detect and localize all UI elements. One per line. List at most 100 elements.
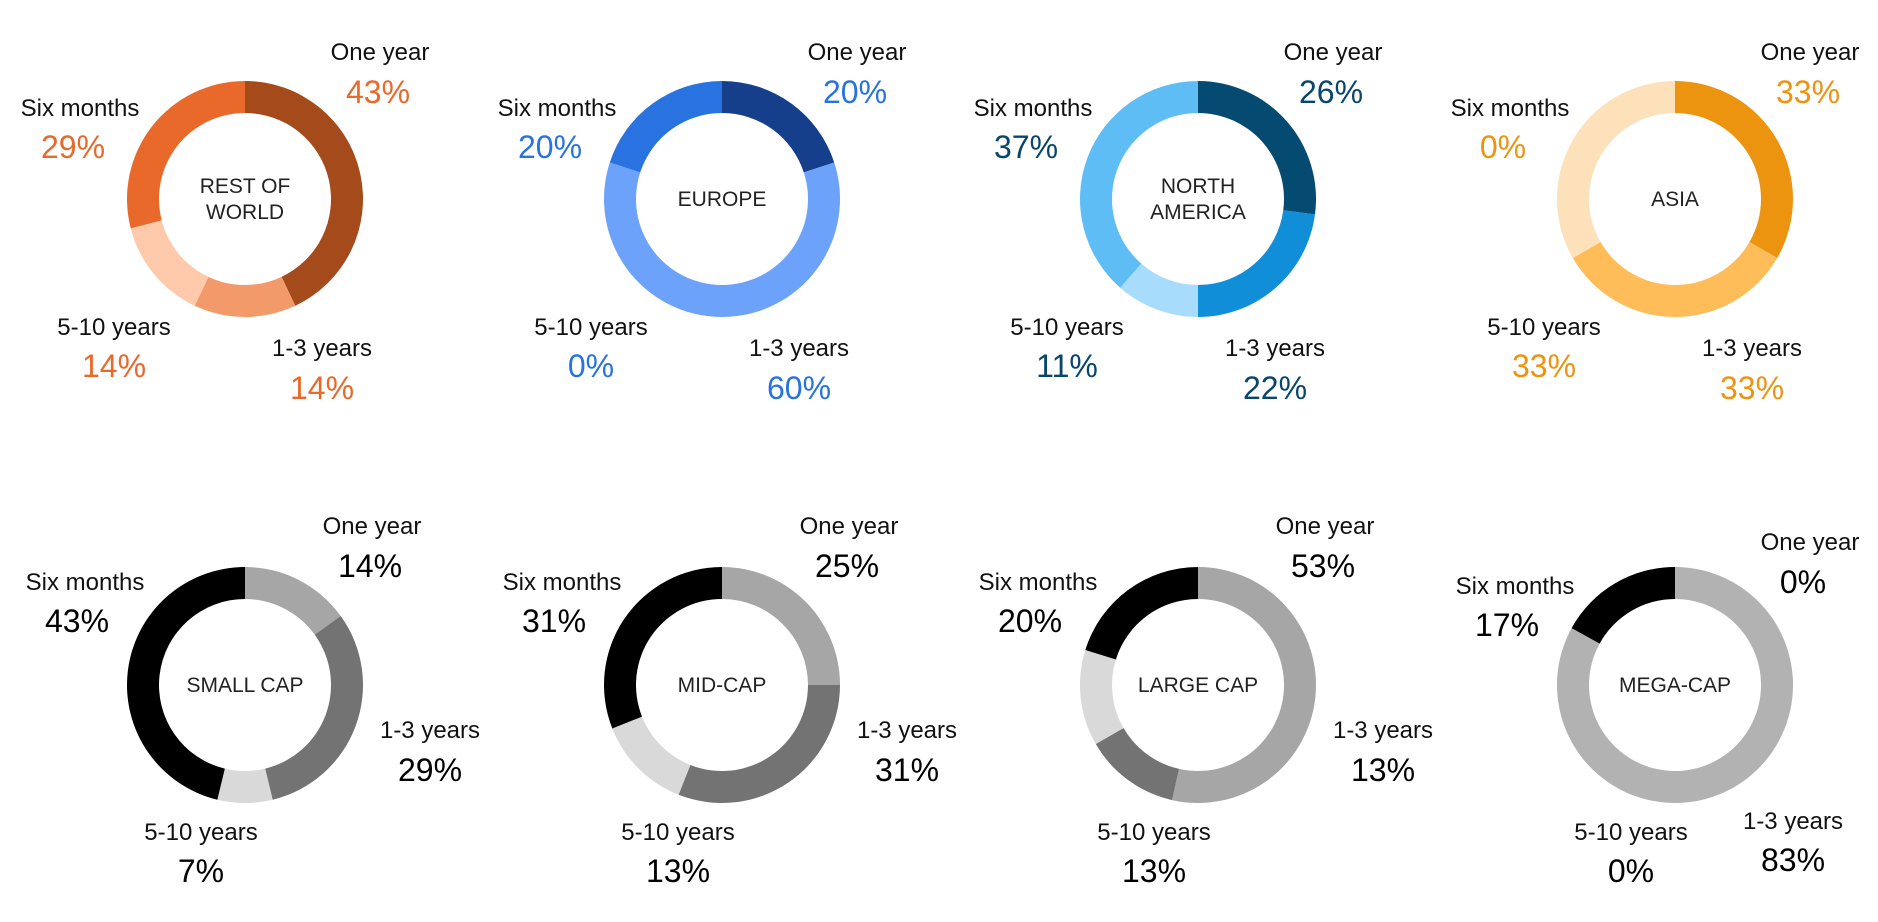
- slice-six-months: [609, 81, 722, 173]
- slice-label-1-3-years: 1-3 years: [1743, 808, 1843, 835]
- donut-chart-large-cap: LARGE CAP One year 53% 1-3 years 13% 5-10 yea…: [979, 513, 1433, 889]
- slice-value-1-3-years: 22%: [1243, 370, 1307, 406]
- slice-value-1-3-years: 31%: [875, 752, 939, 788]
- slice-one-year: [1172, 567, 1316, 803]
- slice-six-months: [126, 567, 245, 800]
- slice-six-months: [603, 567, 722, 729]
- slice-value-5-10-years: 11%: [1036, 348, 1098, 384]
- slice-1-3-years: [604, 162, 841, 318]
- slice-label-six-months: Six months: [21, 95, 140, 122]
- slice-value-six-months: 17%: [1475, 607, 1539, 643]
- slice-value-5-10-years: 13%: [1122, 853, 1186, 889]
- slice-value-six-months: 20%: [518, 129, 582, 165]
- slice-1-3-years: [1572, 242, 1778, 317]
- donut-center-label: EUROPE: [678, 188, 767, 211]
- donut-center-label: ASIA: [1651, 188, 1699, 211]
- slice-label-six-months: Six months: [26, 569, 145, 596]
- slice-six-months: [1571, 567, 1675, 644]
- donut-chart-asia: ASIA One year 33% 1-3 years 33% 5-10 years 33%…: [1451, 39, 1860, 406]
- slice-six-months: [1080, 81, 1199, 288]
- slice-1-3-years: [265, 615, 363, 800]
- donut-chart-north-america: NORTH AMERICA One year 26% 1-3 years 22% 5-10 …: [974, 39, 1383, 406]
- slice-label-1-3-years: 1-3 years: [1702, 335, 1802, 362]
- slice-5-10-years: [1120, 263, 1198, 317]
- slice-value-six-months: 29%: [41, 129, 105, 165]
- slice-value-six-months: 31%: [522, 603, 586, 639]
- slice-label-six-months: Six months: [979, 569, 1098, 596]
- slice-value-5-10-years: 0%: [1608, 853, 1654, 889]
- slice-six-months: [126, 81, 245, 229]
- donut-chart-europe: EUROPE One year 20% 1-3 years 60% 5-10 years 0…: [498, 39, 907, 406]
- slice-label-1-3-years: 1-3 years: [1333, 717, 1433, 744]
- donut-center-label: MEGA-CAP: [1619, 674, 1731, 697]
- slice-six-months: [1085, 567, 1198, 660]
- slice-label-5-10-years: 5-10 years: [1010, 314, 1123, 341]
- slice-value-1-3-years: 60%: [767, 370, 831, 406]
- slice-value-one-year: 43%: [346, 74, 410, 110]
- slice-label-six-months: Six months: [503, 569, 622, 596]
- slice-label-one-year: One year: [1761, 529, 1860, 556]
- donut-center-label: SMALL CAP: [186, 674, 303, 697]
- slice-label-5-10-years: 5-10 years: [534, 314, 647, 341]
- slice-label-six-months: Six months: [974, 95, 1093, 122]
- donut-chart-small-cap: SMALL CAP One year 14% 1-3 years 29% 5-10 yea…: [26, 513, 480, 889]
- slice-one-year: [722, 567, 840, 685]
- slice-1-3-years: [1095, 728, 1180, 801]
- slice-5-10-years: [130, 220, 209, 306]
- slice-value-one-year: 33%: [1776, 74, 1840, 110]
- slice-value-one-year: 14%: [338, 548, 402, 584]
- slice-label-one-year: One year: [1284, 39, 1383, 66]
- slice-value-1-3-years: 33%: [1720, 370, 1784, 406]
- donut-chart-rest-of-world: REST OF WORLD One year 43% 1-3 years 14% 5-10 …: [21, 39, 430, 406]
- donut-center-label: NORTH: [1161, 175, 1235, 198]
- slice-label-5-10-years: 5-10 years: [57, 314, 170, 341]
- slice-value-1-3-years: 14%: [290, 370, 354, 406]
- slice-5-10-years: [217, 768, 273, 803]
- slice-label-six-months: Six months: [498, 95, 617, 122]
- slice-label-one-year: One year: [331, 39, 430, 66]
- slice-label-1-3-years: 1-3 years: [380, 717, 480, 744]
- slice-value-six-months: 20%: [998, 603, 1062, 639]
- slice-value-1-3-years: 29%: [398, 752, 462, 788]
- slice-value-5-10-years: 7%: [178, 853, 224, 889]
- slice-label-5-10-years: 5-10 years: [621, 819, 734, 846]
- slice-label-1-3-years: 1-3 years: [857, 717, 957, 744]
- slice-label-one-year: One year: [1761, 39, 1860, 66]
- slice-value-six-months: 0%: [1480, 129, 1526, 165]
- slice-one-year: [245, 567, 341, 635]
- slice-value-one-year: 53%: [1291, 548, 1355, 584]
- slice-label-1-3-years: 1-3 years: [1225, 335, 1325, 362]
- slice-5-10-years: [612, 716, 691, 795]
- slice-value-one-year: 20%: [823, 74, 887, 110]
- slice-label-one-year: One year: [800, 513, 899, 540]
- slice-label-5-10-years: 5-10 years: [1574, 819, 1687, 846]
- slice-label-six-months: Six months: [1451, 95, 1570, 122]
- slice-label-1-3-years: 1-3 years: [272, 335, 372, 362]
- donut-center-label: LARGE CAP: [1138, 674, 1258, 697]
- slice-one-year: [722, 81, 835, 173]
- slice-value-5-10-years: 14%: [82, 348, 146, 384]
- donut-center-label: WORLD: [206, 201, 284, 224]
- donut-center-label: AMERICA: [1150, 201, 1246, 224]
- slice-label-5-10-years: 5-10 years: [1097, 819, 1210, 846]
- slice-one-year: [1675, 81, 1793, 258]
- donut-center-label: MID-CAP: [678, 674, 767, 697]
- slice-value-one-year: 0%: [1780, 564, 1826, 600]
- slice-value-5-10-years: 33%: [1512, 348, 1576, 384]
- slice-label-one-year: One year: [808, 39, 907, 66]
- slice-one-year: [1198, 81, 1316, 215]
- slice-label-5-10-years: 5-10 years: [144, 819, 257, 846]
- slice-1-3-years: [678, 685, 840, 804]
- slice-label-1-3-years: 1-3 years: [749, 335, 849, 362]
- slice-5-10-years: [1080, 649, 1124, 744]
- slice-value-one-year: 26%: [1299, 74, 1363, 110]
- donut-chart-mega-cap: MEGA-CAP One year 0% 1-3 years 83% 5-10 years…: [1456, 529, 1860, 889]
- slice-one-year: [245, 81, 363, 306]
- slice-label-six-months: Six months: [1456, 573, 1575, 600]
- slice-value-six-months: 37%: [994, 129, 1058, 165]
- slice-value-one-year: 25%: [815, 548, 879, 584]
- slice-value-six-months: 43%: [45, 603, 109, 639]
- slice-value-1-3-years: 83%: [1761, 842, 1825, 878]
